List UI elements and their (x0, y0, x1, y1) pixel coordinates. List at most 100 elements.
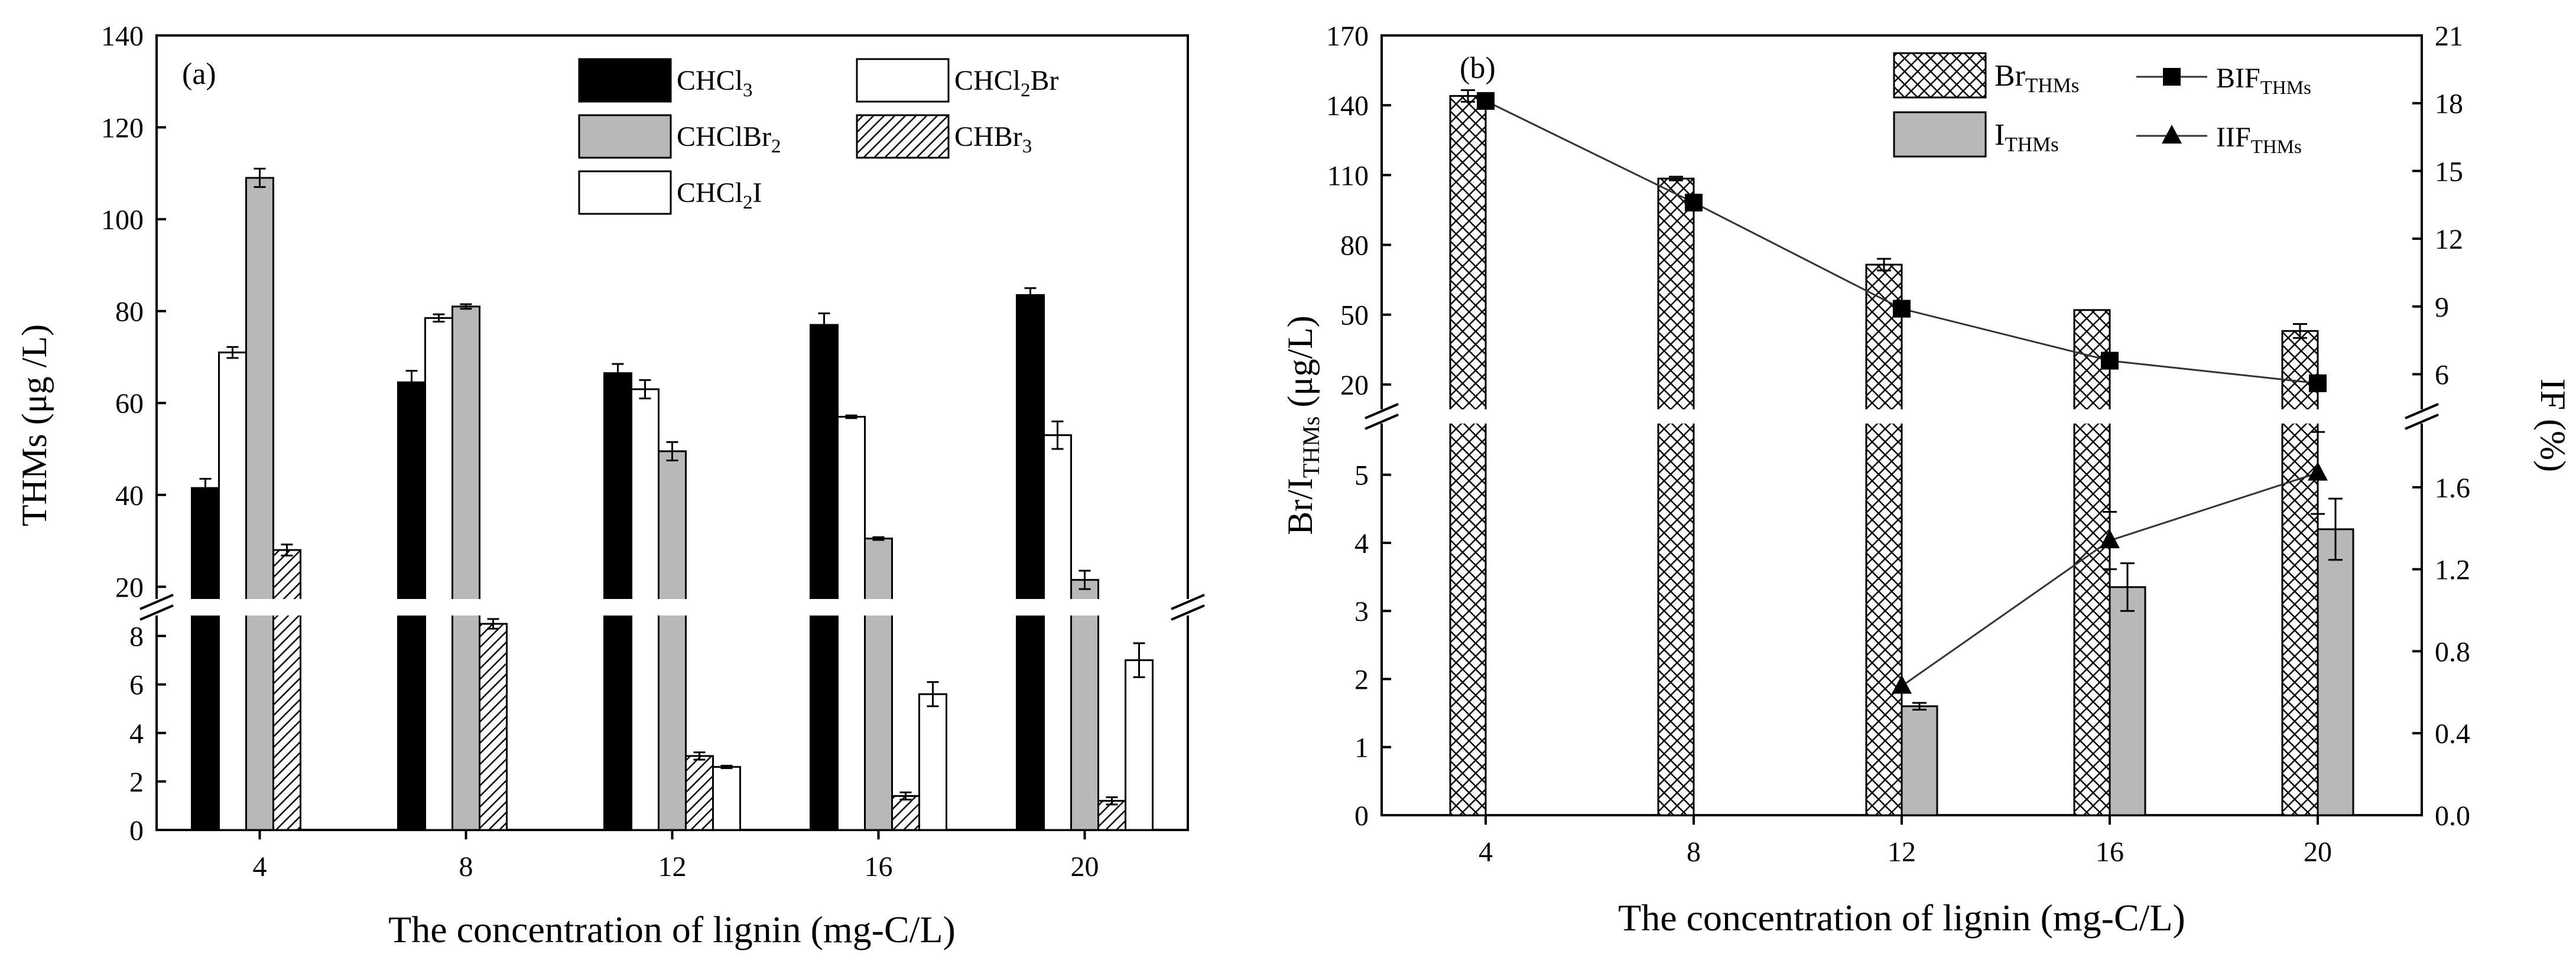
bar-CHClBr2 (658, 450, 687, 831)
legend-label-CHClBr2: CHClBr2 (677, 121, 781, 157)
legend-label-BIF_THMs: BIFTHMs (2216, 63, 2311, 99)
panel-a-x-axis-title: The concentration of lignin (mg-C/L) (388, 909, 956, 950)
y2-tick-label: 1.2 (2435, 555, 2470, 586)
panel-b-ylabel-tail: (μg/L) (1281, 315, 1320, 416)
y-tick-label: 4 (1354, 528, 1369, 559)
y-tick-label: 2 (1354, 664, 1369, 695)
panel-a-axis-break (139, 594, 1206, 621)
y-tick-label: 100 (101, 204, 144, 236)
x-tick-label: 20 (1071, 851, 1099, 883)
y-tick-label: 140 (101, 21, 144, 52)
break-mark-right (1171, 604, 1205, 621)
legend-marker-IIF_THMs (2162, 125, 2182, 144)
legend-label-IIF_THMs-base: IIF (2216, 122, 2251, 153)
y-tick-label: 20 (115, 572, 144, 603)
legend-label-I_THMs: ITHMs (1994, 118, 2059, 156)
legend-label-CHClBr2-base: CHClBr (677, 121, 771, 152)
legend-label-CHCl2Br-tail: Br (1031, 65, 1059, 96)
y-tick-label: 5 (1354, 460, 1369, 491)
legend-swatch-CHCl3 (578, 58, 672, 103)
y-tick-label: 1 (1354, 732, 1369, 764)
x-tick-label: 12 (1888, 836, 1916, 868)
panel-b-y-axis-title: Br/ITHMs (μg/L) (1281, 315, 1324, 535)
legend-swatch-CHCl2I (578, 170, 672, 215)
panel-b-axis-break (1364, 403, 2439, 430)
marker-IIF_THMs (2100, 529, 2120, 549)
panel-a-x-ticks: 4 8 12 16 20 (253, 830, 1099, 883)
legend-label-CHCl2Br: CHCl2Br (954, 65, 1059, 101)
legend-label-IIF_THMs: IIFTHMs (2216, 122, 2302, 158)
break-mark-left (139, 604, 174, 621)
legend-marker-BIF_THMs (2163, 68, 2181, 86)
break-mark-left (139, 594, 174, 610)
y-tick-label: 0 (1354, 800, 1369, 832)
legend-label-CHCl2Br-base: CHCl (954, 65, 1021, 96)
y2-tick-label: 15 (2435, 156, 2463, 187)
bar-CHCl2I (1125, 659, 1154, 831)
legend-swatch-Br_THMs (1893, 52, 1987, 99)
x-tick-label: 20 (2304, 836, 2332, 868)
break-mark-left (1365, 414, 1399, 430)
marker-BIF_THMs (1893, 299, 1911, 318)
marker-BIF_THMs (2101, 351, 2119, 370)
y2-tick-label: 6 (2435, 360, 2449, 391)
bar-CHCl3 (810, 324, 839, 831)
bar-CHCl2I (712, 766, 741, 831)
y2-tick-label: 12 (2435, 224, 2463, 255)
marker-IIF_THMs (1892, 675, 1912, 694)
y-tick-label: 60 (115, 388, 144, 419)
panel-a-legend: CHCl3 CHCl2Br CHClBr2 CHBr3 CHCl2I (578, 58, 1059, 215)
x-tick-label: 16 (2096, 836, 2124, 868)
panel-b-lines (1477, 92, 2328, 694)
marker-BIF_THMs (1685, 193, 1703, 211)
x-tick-label: 4 (253, 851, 267, 883)
legend-label-I_THMs-base: I (1994, 118, 2005, 152)
legend-swatch-CHBr3 (856, 114, 950, 159)
break-gap (139, 599, 1206, 616)
legend-swatch-I_THMs (1893, 111, 1987, 158)
bar-I_THMs (1901, 705, 1938, 816)
panel-a-y-ticks: 0 2 4 6 8 20 40 60 80 100 120 140 (101, 21, 166, 846)
bar-CHBr3 (891, 795, 920, 831)
legend-label-Br_THMs: BrTHMs (1994, 59, 2079, 97)
panel-a-bars (191, 168, 1154, 831)
bar-CHClBr2 (451, 305, 480, 831)
y2-tick-label: 0.8 (2435, 636, 2470, 668)
legend-swatch-CHClBr2 (578, 114, 672, 159)
bar-Br_THMs (1657, 177, 1695, 816)
y-tick-label: 0 (129, 815, 144, 846)
bar-CHCl3 (1016, 294, 1045, 831)
panel-b-ylabel-base: Br/I (1281, 478, 1320, 535)
y-tick-label: 20 (1340, 370, 1369, 401)
panel-a-chart: (a) 0 2 4 6 8 20 40 60 80 100 120 140 4 8 12 16 20 CHCl… (15, 21, 1206, 950)
panel-b-y2-axis-title: IF (%) (2533, 379, 2572, 472)
legend-label-Br_THMs-sub: THMs (2025, 74, 2079, 97)
legend-label-CHCl2I-tail: I (753, 177, 762, 209)
y-tick-label: 170 (1326, 21, 1369, 52)
bar-CHCl2Br (424, 317, 453, 831)
panel-b-bars (1449, 89, 2354, 816)
bar-I_THMs (2109, 586, 2146, 816)
y-tick-label: 140 (1326, 90, 1369, 122)
x-tick-label: 8 (459, 851, 473, 883)
break-mark-right (2405, 403, 2439, 419)
y-tick-label: 110 (1327, 160, 1369, 191)
y2-tick-label: 18 (2435, 89, 2463, 120)
y2-tick-label: 1.6 (2435, 473, 2470, 504)
y-tick-label: 120 (101, 113, 144, 144)
y2-tick-label: 9 (2435, 292, 2449, 323)
legend-label-I_THMs-sub: THMs (2005, 133, 2058, 156)
legend-label-CHCl2I: CHCl2I (677, 177, 762, 213)
marker-IIF_THMs (2308, 461, 2328, 481)
legend-label-BIF_THMs-base: BIF (2216, 63, 2260, 94)
panel-a-label: (a) (182, 57, 216, 91)
legend-label-CHBr3: CHBr3 (954, 121, 1032, 157)
y-tick-label: 50 (1340, 300, 1369, 331)
bar-CHClBr2 (1070, 579, 1099, 831)
legend-label-CHCl3: CHCl3 (677, 65, 753, 101)
legend-swatch-CHCl2Br (856, 58, 950, 103)
break-mark-right (1171, 594, 1205, 610)
panel-b-label: (b) (1460, 51, 1496, 85)
